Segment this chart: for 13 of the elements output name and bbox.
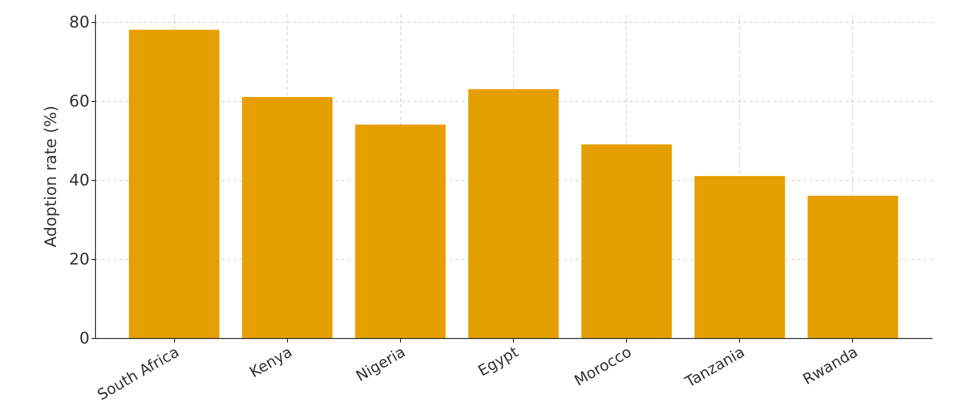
bar xyxy=(694,176,785,338)
y-tick-label: 0 xyxy=(79,328,90,348)
y-tick-label: 60 xyxy=(69,91,90,110)
bar xyxy=(468,89,559,338)
bar xyxy=(808,196,898,338)
bar xyxy=(355,124,446,338)
y-tick-label: 80 xyxy=(69,12,90,32)
bar xyxy=(242,96,333,338)
bar xyxy=(581,144,672,338)
y-tick-label: 20 xyxy=(69,249,90,268)
y-tick-label: 40 xyxy=(69,170,90,190)
y-axis-title: Adoption rate (%) xyxy=(41,106,60,248)
bar xyxy=(128,30,220,338)
